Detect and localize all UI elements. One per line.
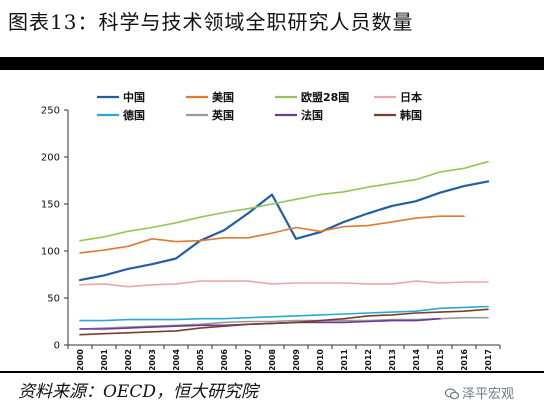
x-tick-label: 2014 [412, 349, 421, 370]
chart-axes: 0 50 100 150 200 250 2000 2001 2002 2003 2004 2005 2… [41, 106, 501, 370]
top-divider-bar [0, 57, 544, 70]
legend-label: 中国 [123, 90, 145, 104]
legend-label: 日本 [400, 90, 422, 104]
wechat-icon [445, 388, 459, 400]
y-tick-label: 50 [47, 294, 60, 305]
x-tick-label: 2005 [196, 349, 205, 370]
x-tick-label: 2001 [100, 349, 109, 370]
x-tick-label: 2006 [220, 349, 229, 370]
x-tick-label: 2002 [124, 349, 133, 370]
y-tick-label: 0 [54, 341, 60, 352]
x-tick-label: 2003 [148, 349, 157, 370]
series-line-1 [79, 215, 465, 254]
y-tick-label: 150 [41, 200, 60, 211]
legend-label: 韩国 [400, 108, 422, 122]
series-line-7 [79, 308, 489, 336]
watermark: 泽平宏观 [445, 383, 514, 402]
bottom-divider-bar [0, 371, 544, 373]
x-tick-label: 2009 [292, 349, 301, 370]
x-tick-label: 2007 [244, 349, 253, 370]
x-tick-label: 2012 [364, 349, 373, 370]
series-line-5 [79, 316, 489, 330]
series-line-2 [79, 160, 489, 242]
y-tick-label: 100 [41, 247, 60, 258]
x-tick-label: 2013 [388, 349, 397, 370]
chart-title: 图表13：科学与技术领域全职研究人员数量 [8, 10, 414, 34]
series-line-3 [79, 280, 489, 288]
series-line-0 [78, 180, 490, 282]
x-tick-label: 2011 [340, 349, 349, 370]
x-tick-label: 2008 [268, 349, 277, 370]
x-tick-label: 2010 [316, 349, 325, 370]
legend-label: 德国 [122, 108, 145, 122]
x-tick-label: 2004 [172, 349, 181, 370]
series-lines [78, 160, 490, 336]
y-tick-label: 200 [41, 153, 60, 164]
legend-label: 欧盟28国 [301, 90, 349, 104]
x-tick-label: 2016 [460, 349, 469, 370]
legend-label: 法国 [301, 108, 323, 122]
x-tick-label: 2000 [76, 349, 85, 370]
legend-label: 美国 [212, 90, 234, 104]
x-tick-label: 2017 [484, 349, 493, 370]
source-note: 资料来源：OECD，恒大研究院 [18, 382, 258, 402]
line-chart: 0 50 100 150 200 250 2000 2001 2002 2003 2004 2005 2… [41, 90, 501, 370]
series-line-4 [79, 305, 489, 322]
watermark-text: 泽平宏观 [462, 387, 515, 402]
y-tick-label: 250 [41, 106, 60, 117]
x-tick-label: 2015 [436, 349, 445, 370]
legend-label: 英国 [211, 108, 234, 122]
